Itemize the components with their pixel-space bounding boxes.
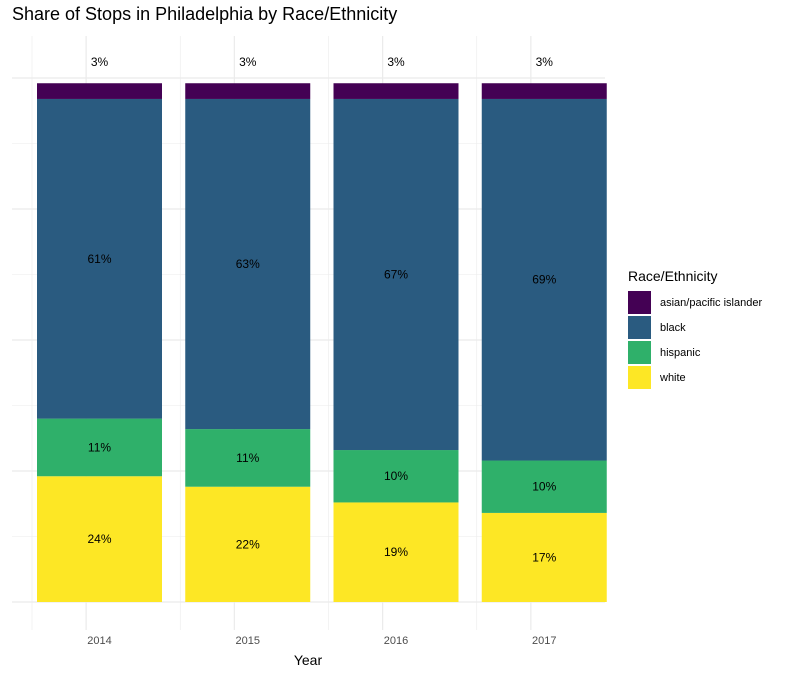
data-label: 3% bbox=[387, 55, 405, 69]
bar-segment-hispanic-2014 bbox=[37, 418, 162, 477]
legend-label: white bbox=[660, 371, 686, 384]
x-axis-title: Year bbox=[294, 652, 323, 668]
x-tick-label: 2016 bbox=[384, 635, 408, 647]
legend-item: hispanic bbox=[628, 340, 762, 365]
bar-segment-black-2014 bbox=[37, 98, 162, 419]
x-tick-labels-layer: 2014 2015 2016 2017 bbox=[87, 635, 556, 647]
bar-segment-hispanic-2017 bbox=[481, 460, 607, 513]
legend-label: hispanic bbox=[660, 346, 701, 359]
data-label: 3% bbox=[239, 55, 257, 69]
x-tick-label: 2015 bbox=[236, 635, 260, 647]
bar-segment-asian-pacific-islander-2014 bbox=[37, 83, 162, 99]
bar-segment-asian-pacific-islander-2017 bbox=[481, 83, 607, 99]
data-label: 3% bbox=[536, 55, 554, 69]
data-label: 3% bbox=[91, 55, 109, 69]
data-label: 24% bbox=[87, 532, 111, 546]
legend-label: black bbox=[660, 321, 686, 334]
legend-swatch bbox=[628, 291, 651, 314]
legend: Race/Ethnicity asian/pacific islander bla… bbox=[628, 268, 762, 390]
legend-swatch bbox=[628, 316, 651, 339]
data-label: 17% bbox=[532, 550, 556, 564]
x-tick-label: 2014 bbox=[87, 635, 111, 647]
data-label: 11% bbox=[88, 440, 111, 454]
bar-segment-hispanic-2016 bbox=[333, 450, 459, 503]
data-label: 10% bbox=[384, 469, 408, 483]
bar-segment-black-2017 bbox=[481, 98, 607, 461]
bar-segment-black-2016 bbox=[333, 98, 459, 451]
bar-segment-asian-pacific-islander-2016 bbox=[333, 83, 459, 99]
data-labels-layer: 24% 11% 61% 3% 22% 11% 63% 3% 19% 10% 67% 3% 17% 10% 6… bbox=[87, 55, 556, 564]
legend-swatch bbox=[628, 366, 651, 389]
bar-segment-white-2016 bbox=[333, 502, 459, 602]
bar-segment-hispanic-2015 bbox=[185, 429, 311, 487]
bar-segment-white-2014 bbox=[37, 476, 162, 602]
legend-item: asian/pacific islander bbox=[628, 290, 762, 315]
data-label: 61% bbox=[87, 252, 111, 266]
bar-segment-white-2015 bbox=[185, 486, 311, 602]
x-tick-label: 2017 bbox=[532, 635, 556, 647]
data-label: 22% bbox=[236, 537, 260, 551]
bars-layer bbox=[37, 83, 607, 602]
chart-title: Share of Stops in Philadelphia by Race/E… bbox=[12, 4, 398, 24]
legend-item: white bbox=[628, 365, 762, 390]
data-label: 63% bbox=[236, 257, 260, 271]
bar-segment-asian-pacific-islander-2015 bbox=[185, 83, 311, 99]
legend-swatch bbox=[628, 341, 651, 364]
bar-segment-white-2017 bbox=[481, 512, 607, 602]
legend-label: asian/pacific islander bbox=[660, 296, 763, 309]
data-label: 19% bbox=[384, 545, 408, 559]
legend-title: Race/Ethnicity bbox=[628, 268, 718, 284]
data-label: 11% bbox=[236, 451, 259, 465]
data-label: 67% bbox=[384, 268, 408, 282]
legend-item: black bbox=[628, 315, 762, 340]
bar-segment-black-2015 bbox=[185, 98, 311, 430]
data-label: 10% bbox=[532, 480, 556, 494]
legend-items: asian/pacific islander black hispanic white bbox=[628, 290, 762, 390]
data-label: 69% bbox=[532, 273, 556, 287]
